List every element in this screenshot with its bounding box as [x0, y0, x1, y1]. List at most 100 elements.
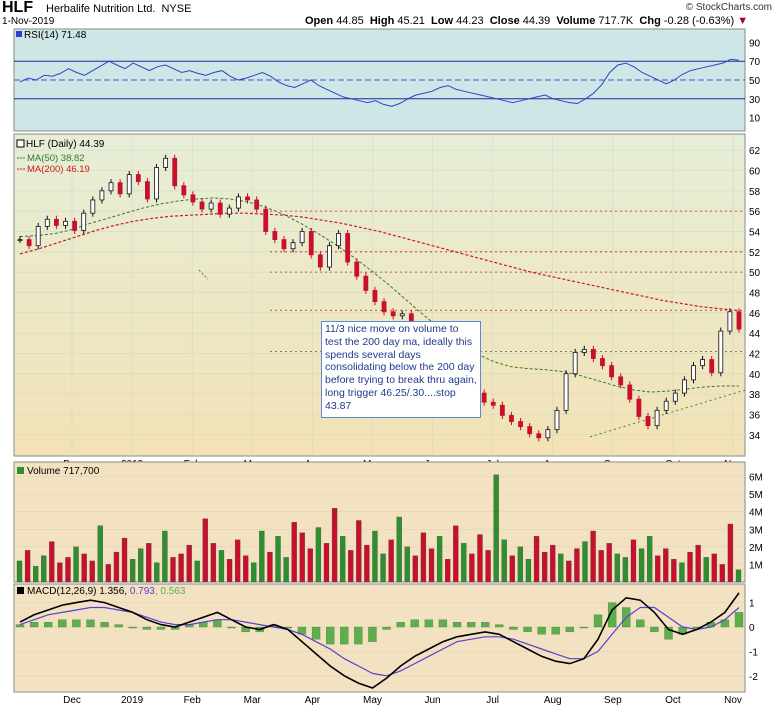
chg-label: Chg: [639, 15, 661, 27]
macd-hist-bar: [452, 621, 462, 628]
volume-bar: [558, 553, 564, 583]
volume-bar: [469, 553, 475, 583]
open-value: 44.85: [336, 15, 364, 27]
price-tick-label: 54: [749, 227, 761, 238]
volume-bar: [735, 569, 742, 583]
price-candle: [645, 416, 651, 427]
volume-bar: [687, 551, 693, 583]
price-candle: [299, 231, 305, 244]
volume-bar: [210, 543, 217, 583]
volume-bar: [299, 532, 305, 583]
volume-bar: [364, 544, 370, 583]
price-candle: [581, 348, 587, 353]
volume-bar: [138, 548, 144, 583]
macd-hist-bar: [382, 626, 391, 630]
rsi-legend-swatch: [16, 31, 22, 37]
price-candle: [108, 182, 114, 192]
volume-bar: [388, 539, 394, 583]
price-candle: [226, 207, 232, 215]
volume-bar: [453, 525, 459, 583]
price-candle: [126, 174, 132, 195]
volume-bar: [146, 543, 152, 583]
annotation-note: 11/3 nice move on volume to test the 200…: [321, 321, 481, 418]
exchange-name: NYSE: [161, 3, 192, 15]
price-title: HLF (Daily) 44.39: [26, 139, 105, 150]
volume-bar: [695, 544, 701, 583]
price-candle: [536, 433, 542, 439]
volume-title: Volume 717,700: [27, 466, 100, 477]
volume-bar: [154, 562, 160, 583]
volume-bar: [356, 520, 362, 583]
price-candle: [236, 196, 241, 209]
volume-tick-label: 1M: [749, 560, 763, 571]
volume-bar: [170, 557, 176, 583]
price-candle: [554, 409, 560, 431]
volume-bar: [445, 559, 451, 583]
price-tick-label: 46: [749, 309, 761, 320]
price-tick-label: 38: [749, 390, 761, 401]
price-candle: [618, 376, 624, 386]
volume-bar: [162, 530, 168, 583]
macd-hist-bar: [15, 624, 25, 628]
price-candle: [672, 392, 678, 402]
price-candle: [681, 379, 687, 394]
volume-bar: [323, 543, 330, 583]
high-value: 45.21: [397, 15, 425, 27]
macd-xtick-label: Oct: [665, 695, 681, 706]
volume-bar: [638, 548, 645, 583]
volume-bar: [202, 518, 208, 583]
price-tick-label: 56: [749, 207, 761, 218]
price-candle: [54, 218, 59, 226]
price-candle: [254, 199, 260, 210]
price-candle: [709, 359, 715, 374]
price-candle: [145, 181, 150, 200]
volume-bar: [73, 546, 79, 583]
price-candle: [372, 290, 378, 303]
macd-signal-line: [19, 606, 740, 677]
macd-hist-bar: [354, 626, 363, 645]
rsi-tick-label: 30: [749, 95, 761, 106]
macd-hist-bar: [466, 621, 476, 628]
price-candle: [609, 365, 614, 378]
chart-header: HLF Herbalife Nutrition Ltd. NYSE © Stock…: [0, 0, 780, 30]
price-candle: [44, 218, 50, 227]
price-candle: [208, 202, 214, 210]
macd-signal-value: 0.793: [130, 586, 155, 597]
macd-hist-bar: [523, 626, 532, 633]
volume-bar: [517, 546, 524, 583]
price-candle: [381, 301, 387, 313]
volume-bar: [550, 544, 556, 583]
volume-bar: [501, 539, 507, 583]
price-candle: [691, 365, 696, 381]
volume-bar: [396, 516, 402, 583]
price-candle: [663, 400, 669, 411]
macd-xtick-label: Mar: [244, 695, 262, 706]
price-candle: [499, 404, 505, 416]
price-candle: [35, 225, 41, 247]
price-candle: [590, 348, 596, 359]
volume-tick-label: 3M: [749, 525, 763, 536]
price-tick-label: 42: [749, 349, 761, 360]
ma200-legend: MA(200) 46.19: [27, 164, 90, 175]
price-tick-label: 52: [749, 248, 761, 259]
close-label: Close: [489, 15, 520, 27]
macd-title-label: MACD(12,26,9) 1.356,: [27, 586, 130, 597]
macd-hist-bar: [29, 621, 39, 628]
volume-bar: [348, 550, 354, 583]
price-candle: [308, 231, 314, 256]
volume-bar: [703, 557, 709, 583]
price-candle: [363, 275, 369, 291]
low-value: 44.23: [456, 15, 484, 27]
price-candle: [26, 239, 32, 247]
volume-bar: [404, 546, 410, 583]
volume-bar: [380, 553, 386, 583]
price-tick-label: 34: [749, 431, 761, 442]
price-candle: [727, 311, 733, 332]
volume-bar: [525, 559, 532, 583]
price-candle: [563, 373, 569, 411]
price-candle: [281, 239, 287, 250]
rsi-title: RSI(14) 71.48: [24, 30, 87, 41]
price-candle: [399, 313, 405, 317]
price-candle: [172, 157, 178, 187]
price-candle: [317, 254, 323, 268]
